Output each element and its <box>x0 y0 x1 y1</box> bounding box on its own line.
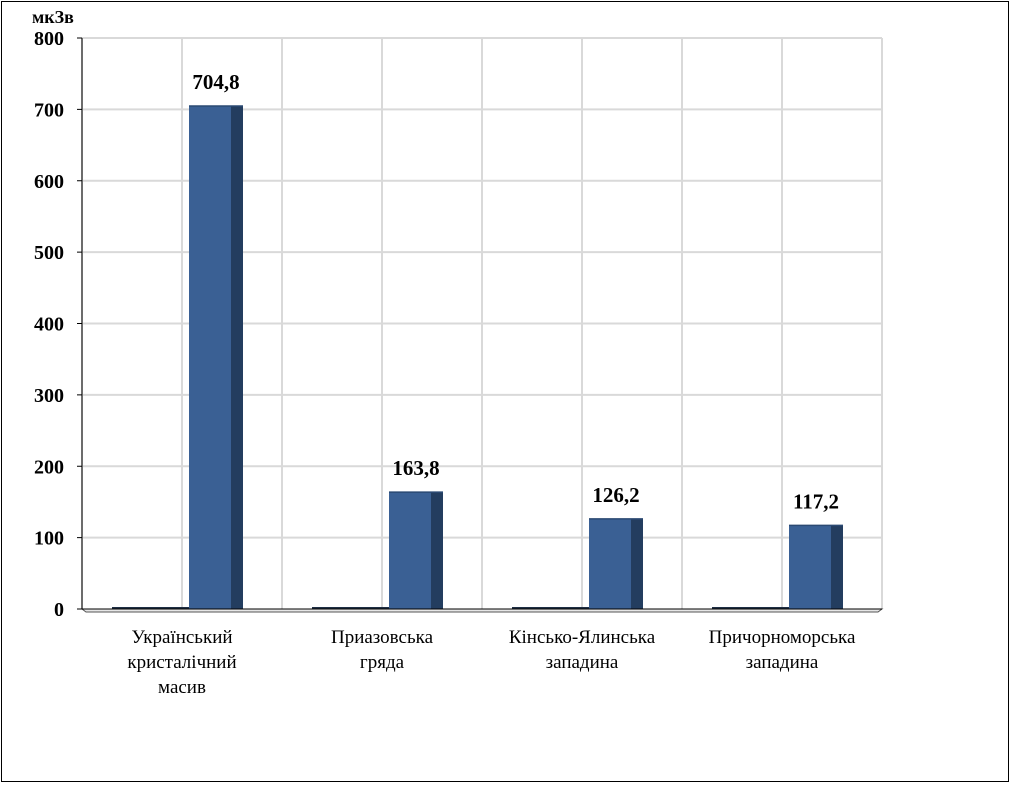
bar-side <box>431 492 443 609</box>
y-tick-label: 600 <box>34 171 64 193</box>
bar <box>389 492 431 609</box>
bar <box>589 518 631 609</box>
bar-side <box>831 525 843 609</box>
y-tick-label: 300 <box>34 385 64 407</box>
y-tick-label: 100 <box>34 528 64 550</box>
x-category-label-line: кристалічний <box>127 652 236 673</box>
y-tick-label: 700 <box>34 99 64 121</box>
x-category-label: Причорноморська западина <box>709 627 856 673</box>
bar-side <box>631 518 643 609</box>
bar-value-label: 704,8 <box>192 70 239 94</box>
bar-side <box>231 105 243 609</box>
bar-layer <box>112 105 843 609</box>
y-tick-label: 800 <box>34 28 64 50</box>
y-tick-label: 0 <box>54 599 64 621</box>
y-tick-label: 200 <box>34 456 64 478</box>
x-category-label-line: Український <box>131 627 232 648</box>
x-category-label: Український кристалічний масив <box>127 627 236 698</box>
x-category-label-line: масив <box>158 677 206 698</box>
x-category-label-line: гряда <box>360 652 405 673</box>
x-category-label-line: западина <box>746 652 819 673</box>
x-category-label-line: Причорноморська <box>709 627 856 648</box>
y-tick-label: 400 <box>34 314 64 336</box>
x-category-label: Кінсько-Ялинська западина <box>509 627 656 673</box>
unit-label: мкЗв <box>32 7 74 27</box>
x-category-label-line: западина <box>546 652 619 673</box>
x-category-label-line: Приазовська <box>331 627 434 648</box>
x-category-label-line: Кінсько-Ялинська <box>509 627 656 648</box>
y-tick-label: 500 <box>34 242 64 264</box>
x-category-label: Приазовська гряда <box>331 627 434 673</box>
axis-layer <box>77 37 882 610</box>
bar <box>189 105 231 609</box>
bar <box>789 525 831 609</box>
bar-value-label: 163,8 <box>392 456 439 480</box>
bar-value-label: 126,2 <box>592 483 639 507</box>
bar-value-label: 117,2 <box>793 489 839 513</box>
